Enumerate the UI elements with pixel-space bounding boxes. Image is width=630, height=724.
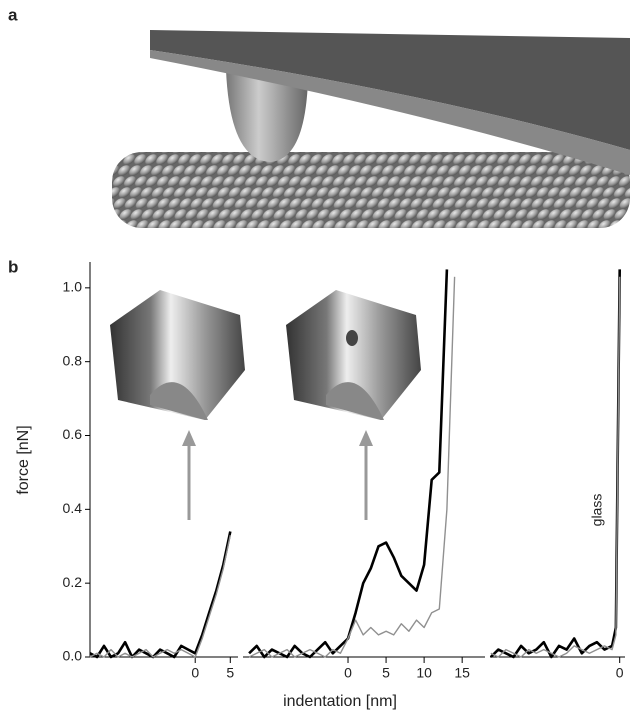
x-tick-label: 5 — [382, 665, 390, 681]
illustration — [112, 30, 630, 228]
cantilever — [150, 30, 630, 150]
panel-label: a — [8, 5, 18, 24]
y-tick-label: 0.2 — [63, 574, 83, 590]
y-tick-label: 0.6 — [63, 426, 83, 442]
x-tick-label: 5 — [226, 665, 234, 681]
inset — [110, 290, 245, 520]
x-tick-label: 0 — [191, 665, 199, 681]
x-axis-label: indentation [nm] — [283, 693, 397, 710]
tip — [226, 70, 308, 162]
y-tick-label: 1.0 — [63, 279, 83, 295]
inset — [286, 290, 421, 520]
y-tick-label: 0.4 — [63, 500, 83, 516]
cantilever-edge — [150, 50, 630, 175]
data-line — [248, 276, 456, 658]
filament — [112, 152, 630, 228]
data-line — [89, 531, 232, 659]
y-tick-label: 0.8 — [63, 352, 83, 368]
data-line — [490, 276, 621, 658]
data-line — [489, 269, 621, 659]
x-tick-label: 10 — [416, 665, 432, 681]
annotation: glass — [589, 494, 605, 527]
x-tick-label: 0 — [616, 665, 624, 681]
data-line — [89, 535, 231, 658]
x-tick-label: 0 — [344, 665, 352, 681]
y-axis-label: force [nN] — [15, 425, 32, 494]
panel-label: b — [8, 257, 18, 276]
x-tick-label: 15 — [454, 665, 470, 681]
y-tick-label: 0.0 — [63, 648, 83, 664]
